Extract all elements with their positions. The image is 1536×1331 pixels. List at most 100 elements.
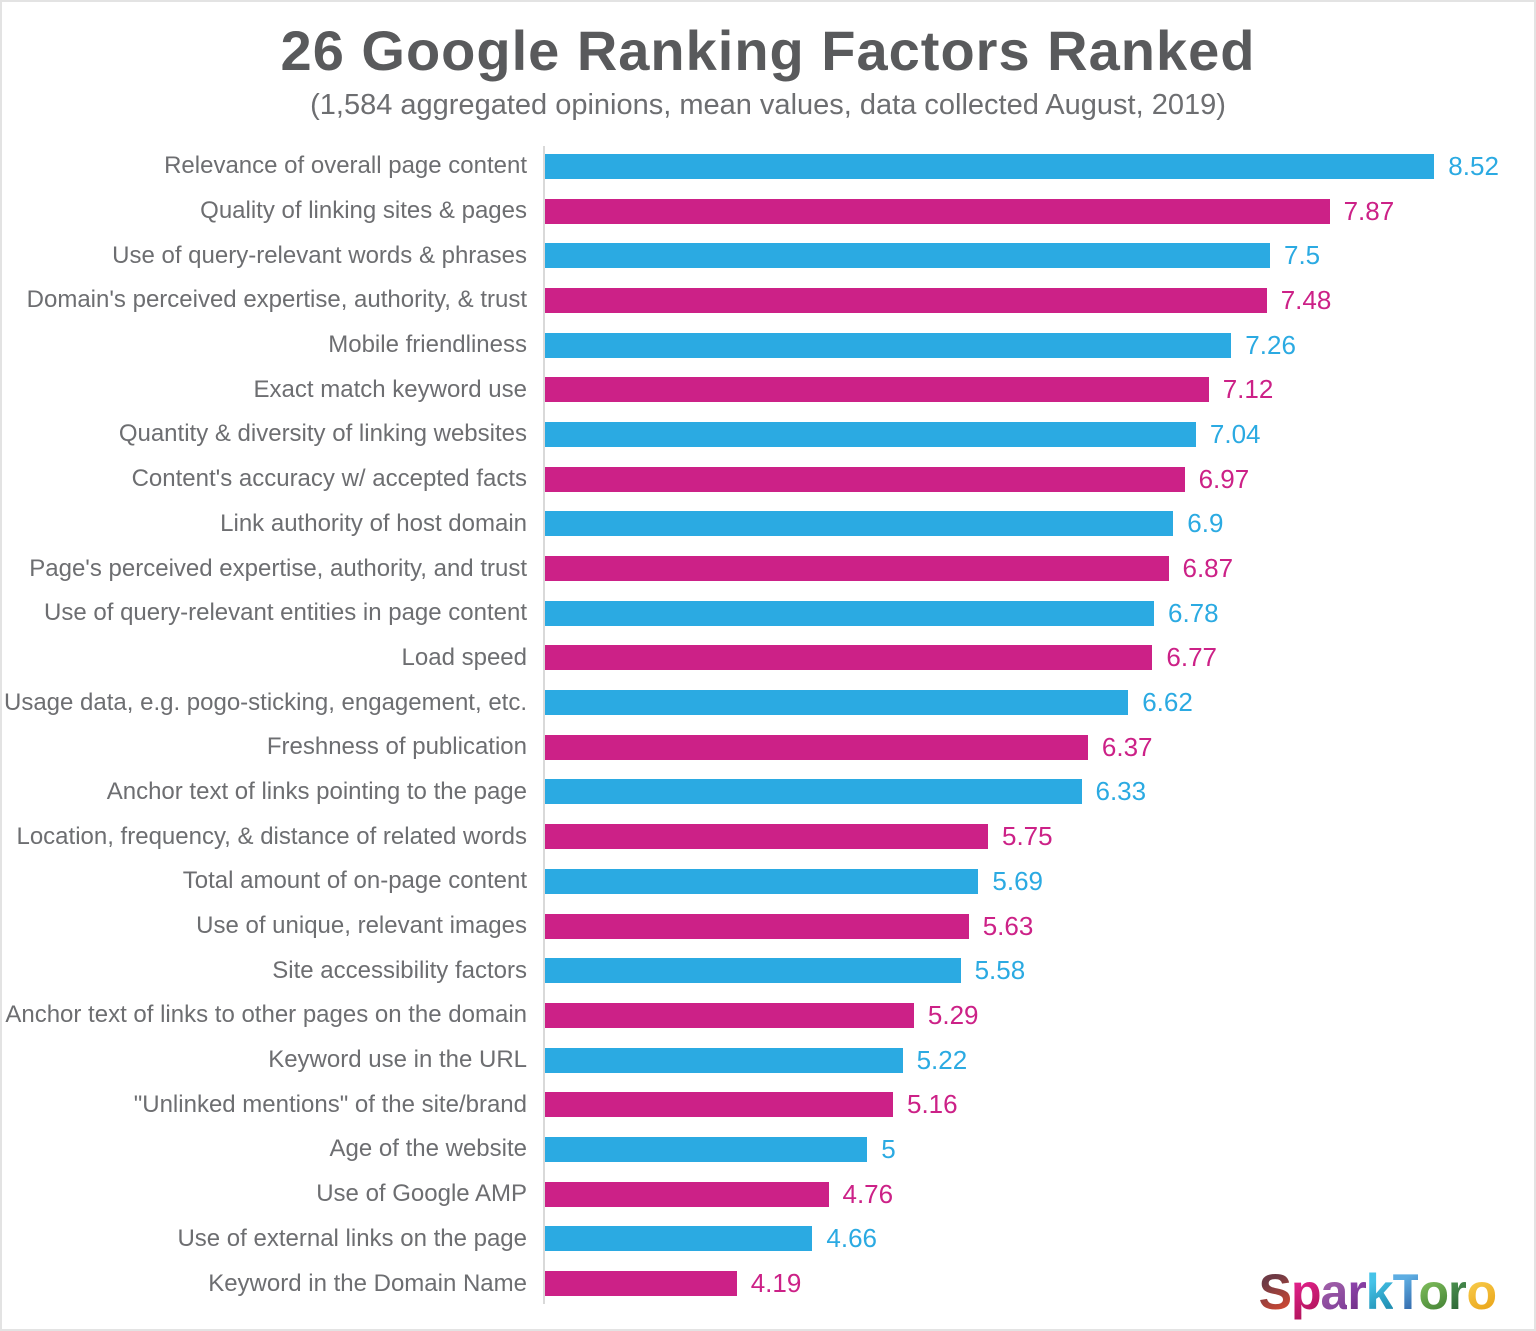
bar-cell: 5.22 [545,1045,1534,1076]
chart-row: Mobile friendliness 7.26 [2,323,1534,368]
category-label-cell: Link authority of host domain [2,510,527,538]
category-label-cell: Quantity & diversity of linking websites [2,420,527,448]
value-label: 7.48 [1280,284,1332,315]
bar [545,690,1129,716]
bar-cell: 6.77 [545,642,1534,673]
category-label: Freshness of publication [266,733,527,761]
chart-row: Content's accuracy w/ accepted facts 6.97 [2,457,1534,502]
category-label: Load speed [401,643,527,671]
bar-cell: 6.33 [545,776,1534,807]
logo-letter: o [1418,1264,1449,1320]
category-label-cell: Content's accuracy w/ accepted facts [2,465,527,493]
bar [545,600,1154,626]
chart: Relevance of overall page content 8.52 Qua… [2,144,1534,1306]
logo-letter: T [1392,1264,1420,1320]
bar-cell: 4.19 [545,1268,1534,1299]
value-label: 4.19 [750,1268,802,1299]
category-label: Use of query-relevant entities in page c… [44,599,527,627]
bar-cell: 7.04 [545,419,1534,450]
bar-cell: 7.87 [545,196,1534,227]
chart-row: Total amount of on-page content 5.69 [2,859,1534,904]
bar [545,287,1267,313]
category-label-cell: Freshness of publication [2,733,527,761]
bar [545,868,979,894]
chart-row: Use of external links on the page 4.66 [2,1217,1534,1262]
category-label-cell: Relevance of overall page content [2,152,527,180]
chart-row: "Unlinked mentions" of the site/brand 5.1… [2,1082,1534,1127]
category-label: Site accessibility factors [272,956,527,984]
category-label: Quality of linking sites & pages [200,197,527,225]
chart-row: Load speed 6.77 [2,636,1534,681]
bar-cell: 7.26 [545,330,1534,361]
category-label: Anchor text of links to other pages on t… [5,1001,527,1029]
chart-subtitle: (1,584 aggregated opinions, mean values,… [310,89,1226,121]
category-label-cell: Use of external links on the page [2,1225,527,1253]
category-label: Age of the website [329,1135,527,1163]
category-label-cell: Use of unique, relevant images [2,912,527,940]
bar-cell: 6.97 [545,464,1534,495]
chart-row: Use of query-relevant words & phrases 7.5 [2,233,1534,278]
bar [545,332,1232,358]
value-label: 5.63 [982,910,1034,941]
value-label: 6.37 [1101,731,1153,762]
chart-row: Use of unique, relevant images 5.63 [2,904,1534,949]
chart-row: Link authority of host domain 6.9 [2,502,1534,547]
value-label: 5.22 [916,1044,968,1075]
category-label: Use of external links on the page [177,1224,527,1252]
bar [545,1092,893,1118]
category-label: Usage data, e.g. pogo-sticking, engageme… [4,688,527,716]
bar [545,377,1209,403]
chart-row: Domain's perceived expertise, authority,… [2,278,1534,323]
chart-row: Anchor text of links to other pages on t… [2,993,1534,1038]
category-label-cell: "Unlinked mentions" of the site/brand [2,1091,527,1119]
category-label: Total amount of on-page content [182,867,527,895]
value-label: 5.16 [907,1089,958,1120]
category-label: Domain's perceived expertise, authority,… [26,286,527,314]
value-label: 7.87 [1343,195,1395,226]
logo-letter: o [1466,1264,1497,1320]
chart-row: Location, frequency, & distance of relat… [2,814,1534,859]
bar [545,1047,903,1073]
value-label: 5.58 [974,955,1026,986]
category-label: Keyword in the Domain Name [208,1269,527,1297]
category-label-cell: Use of query-relevant words & phrases [2,242,527,270]
bar [545,1002,914,1028]
chart-row: Site accessibility factors 5.58 [2,948,1534,993]
value-label: 4.76 [842,1178,894,1209]
bar-cell: 6.62 [545,687,1534,718]
value-label: 6.77 [1166,642,1217,673]
bar [545,243,1270,269]
bar-cell: 4.76 [545,1179,1534,1210]
category-label: Use of query-relevant words & phrases [112,241,527,269]
bar [545,645,1153,671]
logo-letter: S [1258,1264,1292,1320]
bar [545,824,988,850]
bar [545,734,1088,760]
chart-row: Quality of linking sites & pages 7.87 [2,189,1534,234]
bar-cell: 6.37 [545,732,1534,763]
chart-row: Anchor text of links pointing to the pag… [2,770,1534,815]
bar-cell: 5.58 [545,955,1534,986]
category-label-cell: Keyword in the Domain Name [2,1270,527,1298]
value-label: 7.26 [1245,329,1296,360]
chart-row: Use of query-relevant entities in page c… [2,591,1534,636]
category-label-cell: Anchor text of links pointing to the pag… [2,778,527,806]
category-label: "Unlinked mentions" of the site/brand [133,1090,527,1118]
bar-cell: 6.78 [545,598,1534,629]
category-label-cell: Mobile friendliness [2,331,527,359]
category-label: Mobile friendliness [328,331,527,359]
value-label: 6.87 [1182,553,1234,584]
chart-row: Keyword use in the URL 5.22 [2,1038,1534,1083]
chart-row: Exact match keyword use 7.12 [2,367,1534,412]
category-label: Page's perceived expertise, authority, a… [29,554,527,582]
value-label: 7.5 [1284,240,1321,271]
category-label: Anchor text of links pointing to the pag… [106,777,527,805]
category-label: Use of unique, relevant images [196,912,527,940]
category-label: Exact match keyword use [253,375,527,403]
category-label-cell: Age of the website [2,1135,527,1163]
chart-row: Relevance of overall page content 8.52 [2,144,1534,189]
value-label: 5.69 [992,865,1043,896]
chart-row: Keyword in the Domain Name 4.19 [2,1261,1534,1306]
bar-cell: 8.52 [545,151,1534,182]
